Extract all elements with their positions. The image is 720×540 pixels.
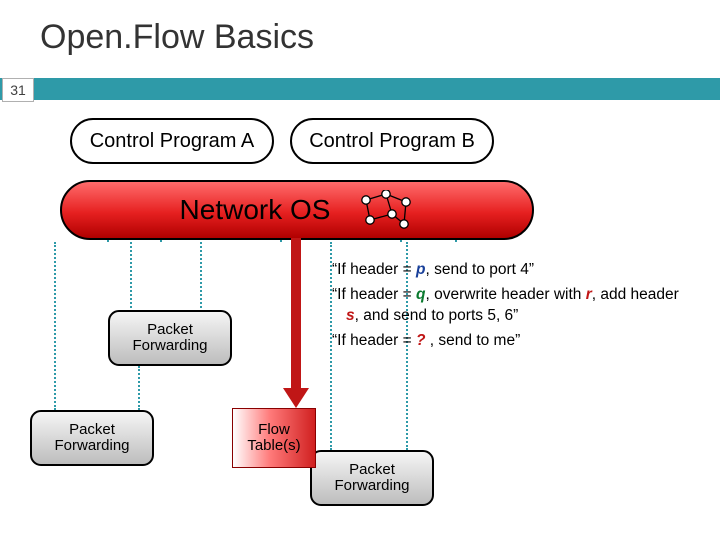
flow-table-box: FlowTable(s) xyxy=(232,408,316,468)
accent-bar xyxy=(0,78,720,100)
slide-root: Open.Flow Basics 31 Control Program A Co… xyxy=(0,0,720,540)
flow-table-label: FlowTable(s) xyxy=(247,422,300,455)
rule-line: “If header = ? , send to me” xyxy=(332,331,692,352)
rule-line: “If header = q, overwrite header with r,… xyxy=(332,285,692,327)
packet-forwarding-box: PacketForwarding xyxy=(108,310,232,366)
dotted-connector xyxy=(200,242,202,308)
dotted-connector xyxy=(54,242,56,410)
packet-forwarding-box: PacketForwarding xyxy=(310,450,434,506)
rules-list: “If header = p, send to port 4” “If head… xyxy=(332,260,692,356)
pf-label: PacketForwarding xyxy=(334,462,409,495)
rule-line: “If header = p, send to port 4” xyxy=(332,260,692,281)
control-program-b: Control Program B xyxy=(290,118,494,164)
flow-arrow xyxy=(286,238,306,408)
pf-label: PacketForwarding xyxy=(54,422,129,455)
packet-forwarding-box: PacketForwarding xyxy=(30,410,154,466)
network-os-label: Network OS xyxy=(180,194,331,226)
dotted-connector xyxy=(130,242,132,308)
pf-label: PacketForwarding xyxy=(132,322,207,355)
page-number: 31 xyxy=(2,78,34,102)
network-graph-icon xyxy=(356,190,414,230)
slide-title: Open.Flow Basics xyxy=(40,18,314,57)
dotted-connector xyxy=(138,366,140,410)
network-os: Network OS xyxy=(60,180,534,240)
control-program-a: Control Program A xyxy=(70,118,274,164)
